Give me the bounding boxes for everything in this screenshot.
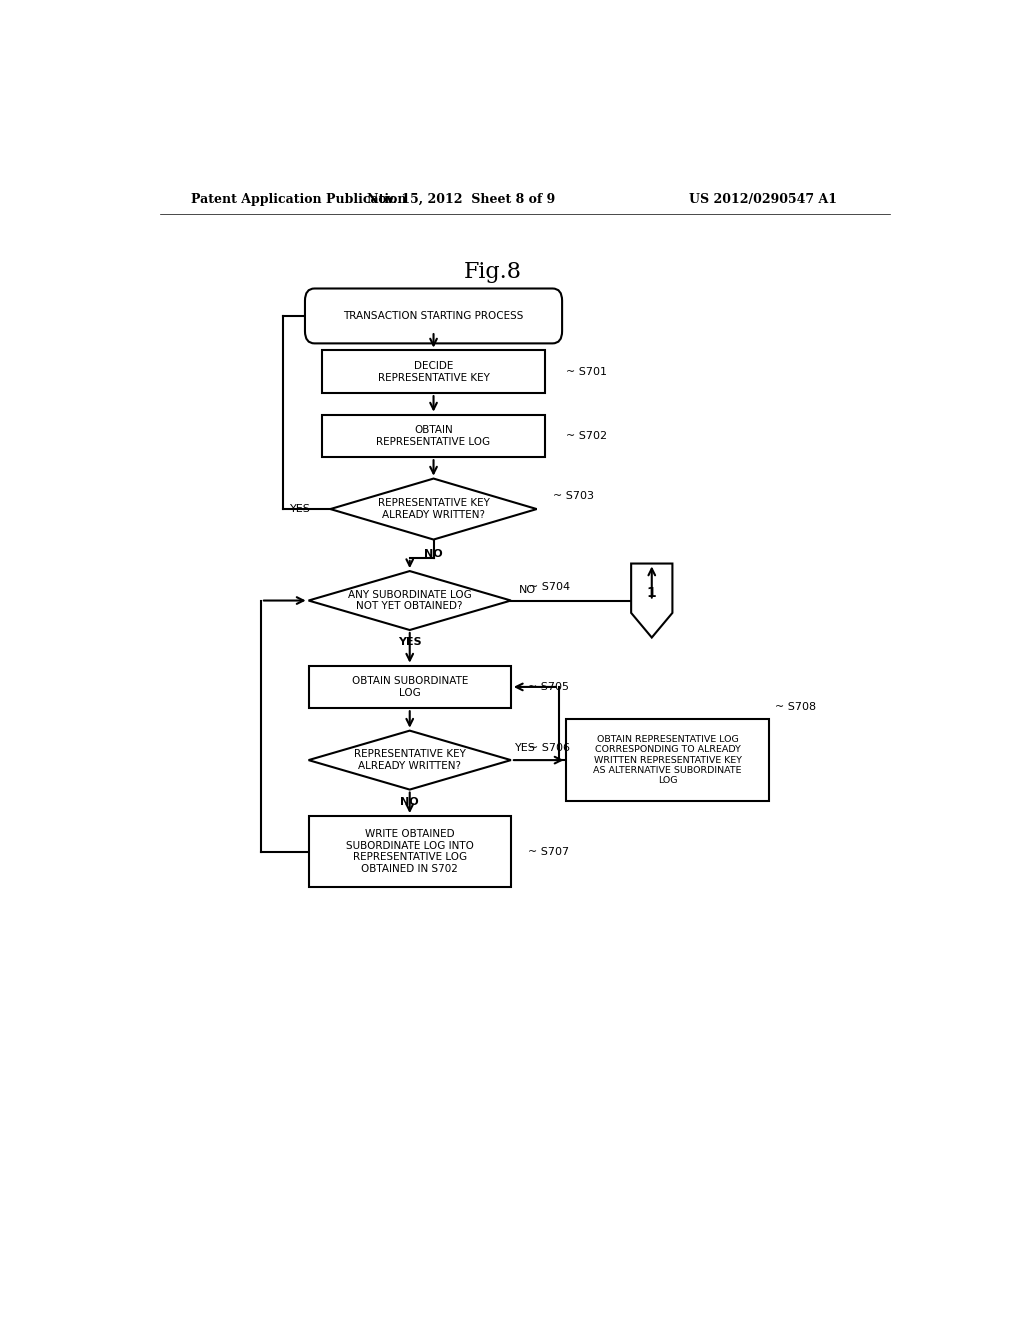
Text: US 2012/0290547 A1: US 2012/0290547 A1: [689, 193, 837, 206]
Bar: [308, 816, 511, 887]
Text: ANY SUBORDINATE LOG
NOT YET OBTAINED?: ANY SUBORDINATE LOG NOT YET OBTAINED?: [348, 590, 472, 611]
Text: REPRESENTATIVE KEY
ALREADY WRITTEN?: REPRESENTATIVE KEY ALREADY WRITTEN?: [353, 750, 466, 771]
Text: WRITE OBTAINED
SUBORDINATE LOG INTO
REPRESENTATIVE LOG
OBTAINED IN S702: WRITE OBTAINED SUBORDINATE LOG INTO REPR…: [346, 829, 474, 874]
Bar: [308, 665, 511, 709]
Polygon shape: [308, 731, 511, 789]
Text: ~ S705: ~ S705: [528, 682, 569, 692]
Text: DECIDE
REPRESENTATIVE KEY: DECIDE REPRESENTATIVE KEY: [378, 362, 489, 383]
Text: NO: NO: [519, 585, 536, 595]
Text: ~ S701: ~ S701: [566, 367, 607, 376]
Text: YES: YES: [398, 638, 422, 647]
Text: TRANSACTION STARTING PROCESS: TRANSACTION STARTING PROCESS: [343, 312, 523, 321]
Text: OBTAIN SUBORDINATE
LOG: OBTAIN SUBORDINATE LOG: [351, 676, 468, 698]
Text: Fig.8: Fig.8: [464, 261, 522, 284]
Text: REPRESENTATIVE KEY
ALREADY WRITTEN?: REPRESENTATIVE KEY ALREADY WRITTEN?: [378, 498, 489, 520]
Text: ~ S703: ~ S703: [553, 491, 594, 500]
Bar: [566, 719, 769, 801]
Text: OBTAIN
REPRESENTATIVE LOG: OBTAIN REPRESENTATIVE LOG: [377, 425, 490, 446]
Text: ~ S702: ~ S702: [566, 430, 607, 441]
Polygon shape: [631, 564, 673, 638]
Text: ~ S706: ~ S706: [528, 743, 569, 752]
Text: ~ S708: ~ S708: [775, 702, 816, 713]
Bar: [323, 414, 545, 457]
Text: YES: YES: [290, 504, 310, 513]
Text: ~ S704: ~ S704: [528, 582, 570, 593]
Polygon shape: [331, 479, 537, 540]
Bar: [323, 351, 545, 393]
Text: 1: 1: [647, 586, 656, 601]
Polygon shape: [308, 572, 511, 630]
Text: NO: NO: [424, 549, 442, 558]
Text: YES: YES: [515, 743, 536, 752]
Text: ~ S707: ~ S707: [528, 846, 569, 857]
Text: Nov. 15, 2012  Sheet 8 of 9: Nov. 15, 2012 Sheet 8 of 9: [368, 193, 555, 206]
Text: NO: NO: [400, 797, 419, 807]
Text: OBTAIN REPRESENTATIVE LOG
CORRESPONDING TO ALREADY
WRITTEN REPRESENTATIVE KEY
AS: OBTAIN REPRESENTATIVE LOG CORRESPONDING …: [593, 735, 742, 785]
Text: Patent Application Publication: Patent Application Publication: [191, 193, 407, 206]
FancyBboxPatch shape: [305, 289, 562, 343]
